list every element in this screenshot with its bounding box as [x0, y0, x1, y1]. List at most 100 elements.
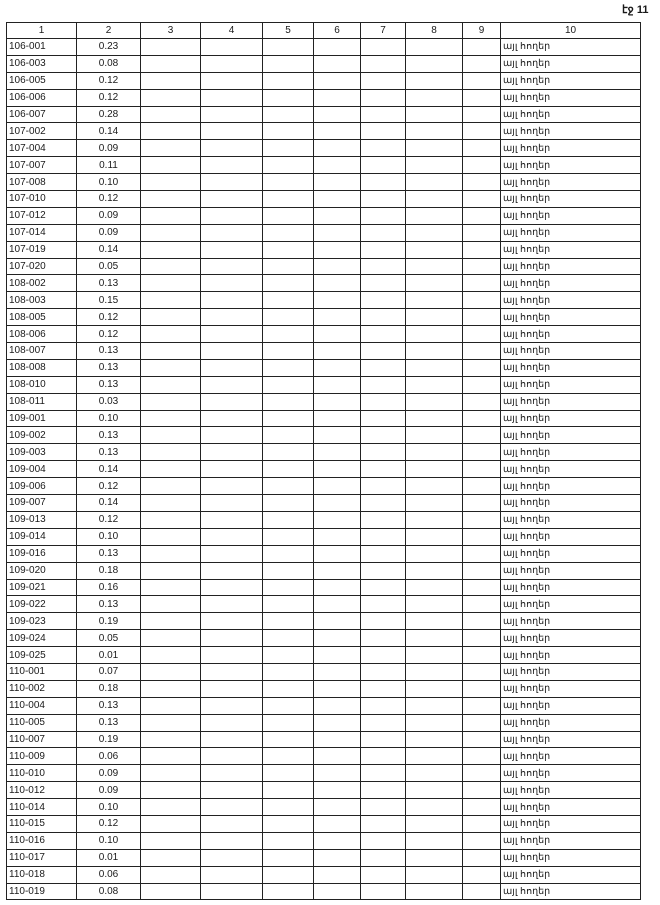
- table-row: 109-013 0.12 այլ հողեր: [6, 510, 641, 529]
- empty-cell: [200, 865, 263, 884]
- empty-cell: [462, 173, 501, 192]
- area-value: 0.18: [76, 561, 141, 580]
- table-row: 107-004 0.09 այլ հողեր: [6, 139, 641, 158]
- empty-cell: [462, 882, 501, 901]
- empty-cell: [405, 629, 463, 648]
- area-value: 0.13: [76, 358, 141, 377]
- area-value: 0.06: [76, 865, 141, 884]
- empty-cell: [462, 460, 501, 479]
- empty-cell: [462, 274, 501, 293]
- parcel-code: 109-014: [6, 527, 77, 546]
- empty-cell: [360, 527, 406, 546]
- empty-cell: [313, 747, 361, 766]
- empty-cell: [405, 646, 463, 664]
- empty-cell: [200, 730, 263, 749]
- empty-cell: [200, 139, 263, 158]
- empty-cell: [360, 443, 406, 462]
- empty-cell: [405, 578, 463, 597]
- empty-cell: [405, 882, 463, 901]
- empty-cell: [360, 426, 406, 445]
- area-value: 0.13: [76, 696, 141, 715]
- empty-cell: [405, 696, 463, 715]
- empty-cell: [462, 730, 501, 749]
- empty-cell: [313, 291, 361, 310]
- parcel-code: 107-012: [6, 206, 77, 225]
- empty-cell: [140, 764, 201, 783]
- empty-cell: [405, 409, 463, 428]
- land-type: այլ հողեր: [500, 122, 641, 141]
- empty-cell: [262, 240, 314, 259]
- parcel-code: 108-011: [6, 392, 77, 411]
- area-value: 0.15: [76, 291, 141, 310]
- empty-cell: [262, 274, 314, 293]
- empty-cell: [313, 223, 361, 242]
- empty-cell: [360, 561, 406, 580]
- empty-cell: [262, 443, 314, 462]
- parcel-code: 108-003: [6, 291, 77, 310]
- table-row: 108-007 0.13 այլ հողեր: [6, 342, 641, 360]
- empty-cell: [360, 865, 406, 884]
- parcel-code: 107-019: [6, 240, 77, 259]
- empty-cell: [405, 274, 463, 293]
- land-type: այլ հողեր: [500, 662, 641, 681]
- empty-cell: [262, 71, 314, 90]
- area-value: 0.19: [76, 730, 141, 749]
- empty-cell: [200, 206, 263, 225]
- land-type: այլ հողեր: [500, 240, 641, 259]
- land-type: այլ հողեր: [500, 747, 641, 766]
- empty-cell: [405, 139, 463, 158]
- column-header-2: 2: [76, 22, 141, 39]
- empty-cell: [140, 291, 201, 310]
- empty-cell: [313, 865, 361, 884]
- empty-cell: [405, 54, 463, 73]
- empty-cell: [405, 595, 463, 614]
- empty-cell: [313, 798, 361, 816]
- empty-cell: [405, 477, 463, 496]
- land-type: այլ հողեր: [500, 342, 641, 360]
- empty-cell: [360, 206, 406, 225]
- table-row: 110-014 0.10 այլ հողեր: [6, 798, 641, 816]
- empty-cell: [405, 88, 463, 107]
- empty-cell: [262, 342, 314, 360]
- empty-cell: [262, 865, 314, 884]
- land-type: այլ հողեր: [500, 713, 641, 732]
- empty-cell: [200, 409, 263, 428]
- empty-cell: [405, 206, 463, 225]
- parcel-code: 109-004: [6, 460, 77, 479]
- empty-cell: [200, 223, 263, 242]
- land-type: այլ հողեր: [500, 105, 641, 124]
- table-row: 110-016 0.10 այլ հողեր: [6, 831, 641, 850]
- empty-cell: [262, 392, 314, 411]
- empty-cell: [405, 527, 463, 546]
- land-type: այլ հողեր: [500, 190, 641, 208]
- area-value: 0.12: [76, 477, 141, 496]
- empty-cell: [200, 595, 263, 614]
- empty-cell: [360, 325, 406, 344]
- empty-cell: [360, 88, 406, 107]
- empty-cell: [140, 662, 201, 681]
- empty-cell: [200, 443, 263, 462]
- area-value: 0.09: [76, 223, 141, 242]
- area-value: 0.13: [76, 443, 141, 462]
- empty-cell: [462, 257, 501, 276]
- parcel-code: 107-020: [6, 257, 77, 276]
- table-row: 107-002 0.14 այլ հողեր: [6, 122, 641, 141]
- empty-cell: [405, 375, 463, 394]
- empty-cell: [313, 375, 361, 394]
- empty-cell: [262, 662, 314, 681]
- parcel-code: 110-018: [6, 865, 77, 884]
- empty-cell: [140, 38, 201, 56]
- empty-cell: [200, 831, 263, 850]
- empty-cell: [462, 443, 501, 462]
- area-value: 0.05: [76, 257, 141, 276]
- area-value: 0.10: [76, 173, 141, 192]
- parcel-code: 108-008: [6, 358, 77, 377]
- empty-cell: [360, 747, 406, 766]
- area-value: 0.09: [76, 781, 141, 800]
- empty-cell: [462, 494, 501, 512]
- empty-cell: [262, 426, 314, 445]
- empty-cell: [140, 308, 201, 327]
- empty-cell: [313, 443, 361, 462]
- parcel-code: 106-001: [6, 38, 77, 56]
- empty-cell: [313, 358, 361, 377]
